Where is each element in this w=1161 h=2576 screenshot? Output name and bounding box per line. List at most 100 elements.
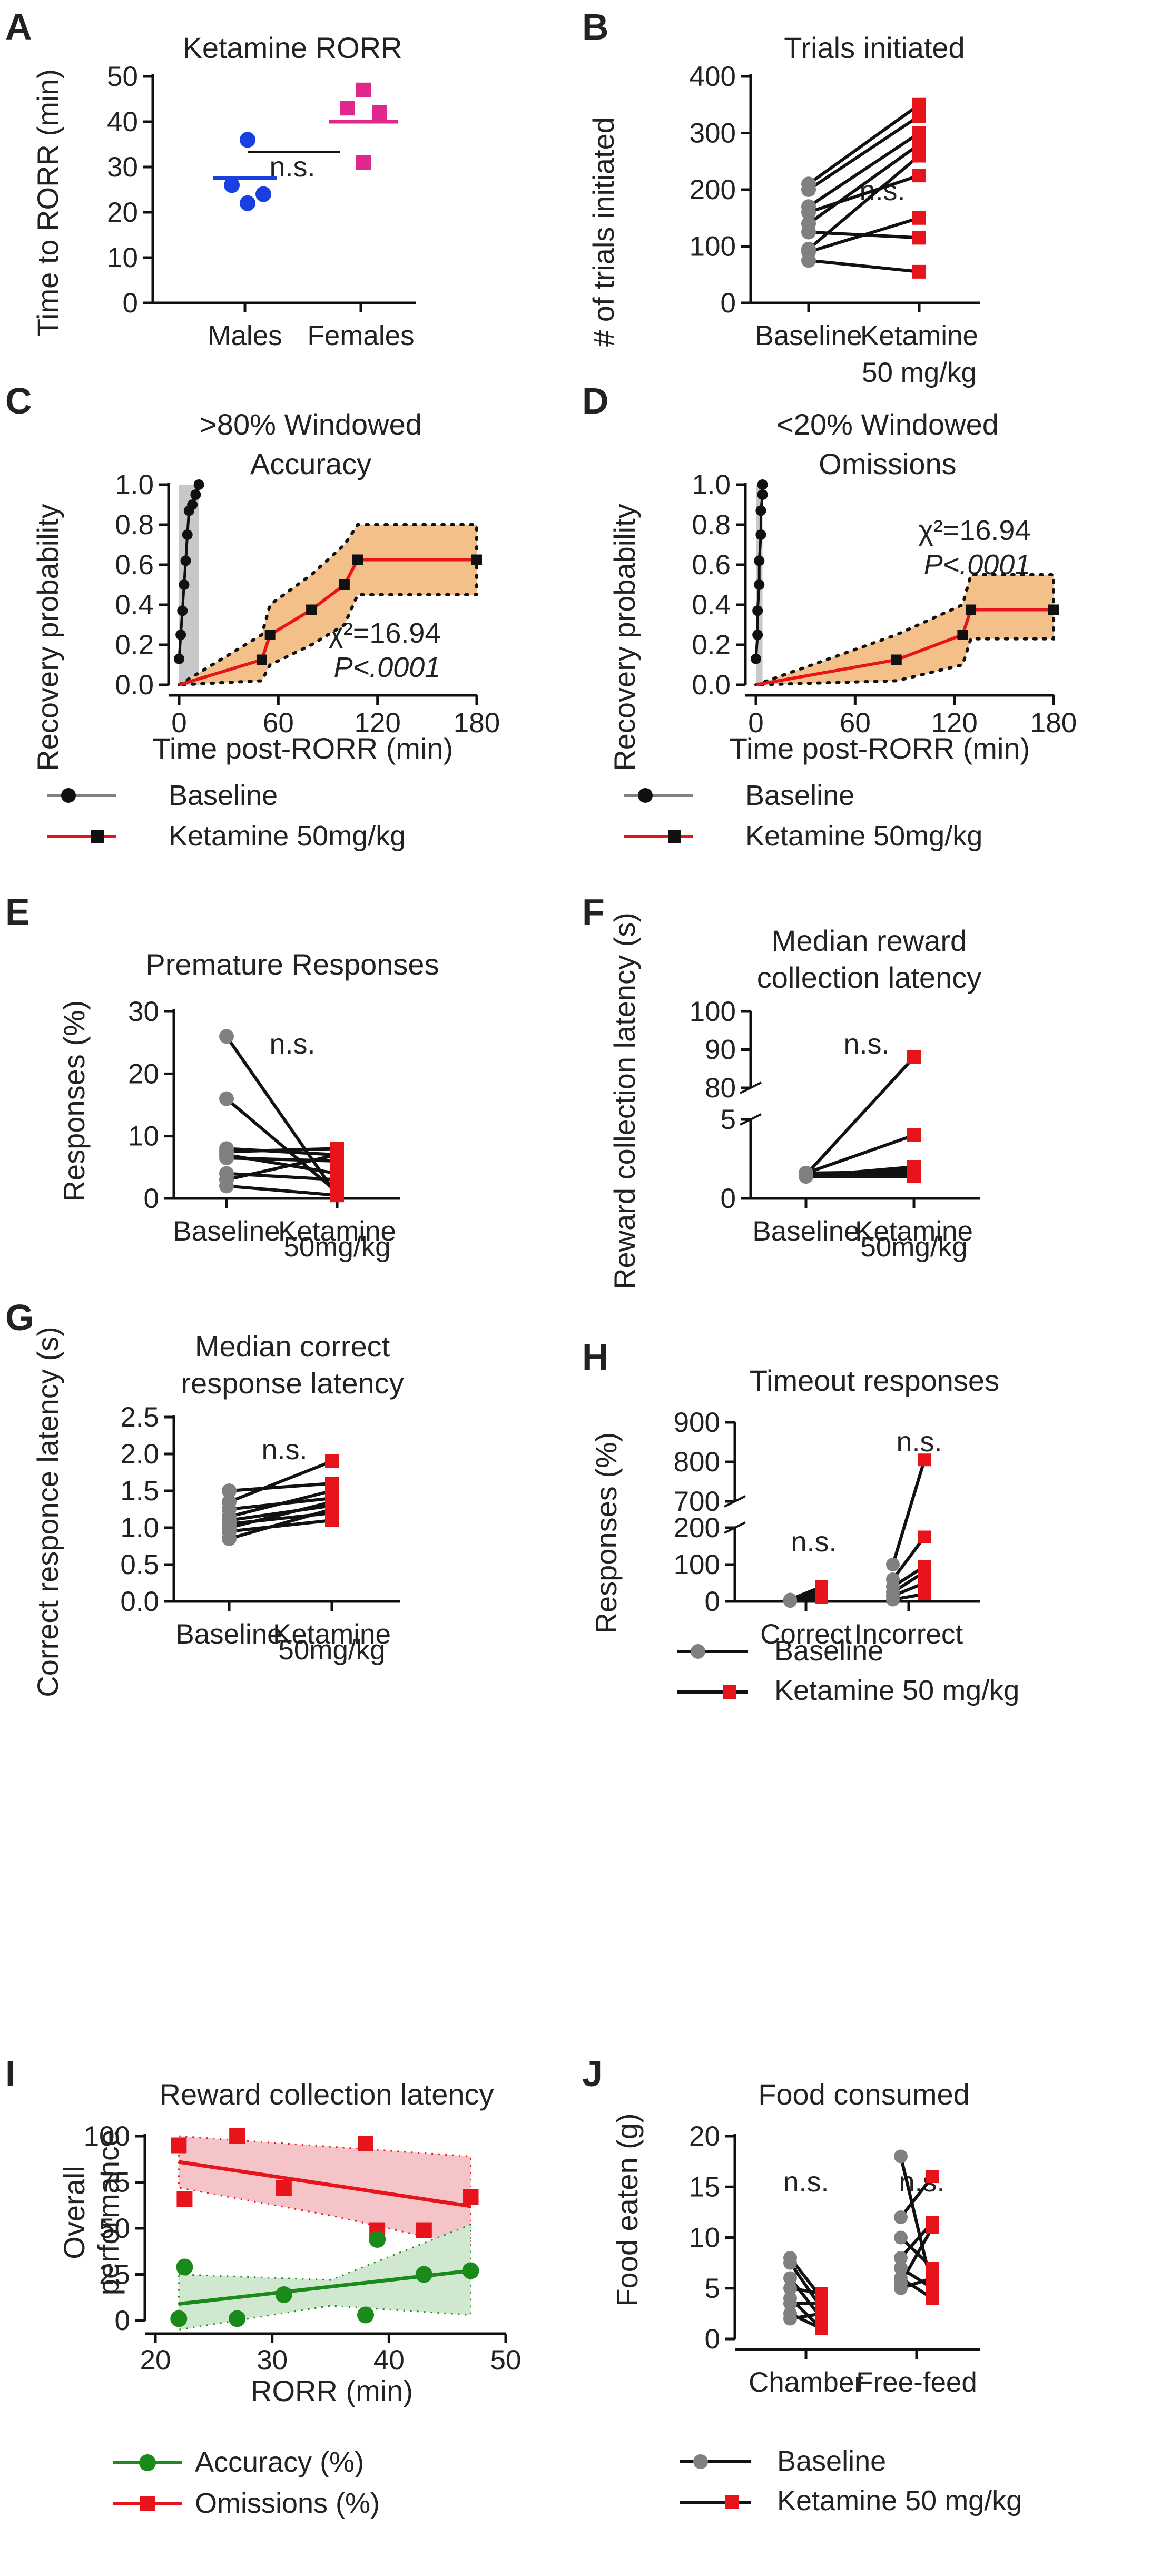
panel-a-y-tick-label: 30 [107,152,138,183]
panel-a-male-point [240,132,255,148]
panel-h-title: Timeout responses [750,1364,999,1397]
panel-b-x-tick-label: Baseline [755,320,862,351]
panel-c-stat2: P<.0001 [334,652,441,683]
panel-i-accuracy-point [415,2266,432,2283]
panel-j-legend-baseline-marker [693,2454,708,2469]
panel-c-legend-ketamine-marker [91,830,104,843]
panel-g-title2: response latency [181,1366,404,1400]
panel-j-x-tick-label: Chamber [749,2367,863,2398]
panel-a-male-point [240,195,255,211]
panel-d-y-tick-label: 0.8 [692,509,731,540]
panel-g-y-tick-label: 0.5 [120,1549,159,1580]
panel-letter-a: A [5,6,32,47]
panel-d-x-tick-label: 180 [1030,707,1077,739]
panel-f-pair-line [804,1056,916,1176]
panel-d-x-tick-label: 120 [931,707,977,739]
panel-f-title: Median reward [772,924,967,957]
panel-a-y-tick-label: 0 [123,288,138,319]
panel-i-x-tick-label: 30 [257,2345,288,2376]
panel-a-annotation: n.s. [269,151,315,183]
panel-i-omissions-ci-band [178,2135,471,2248]
panel-b-pair-line [808,132,920,208]
panel-g-pair-line [229,1482,332,1492]
panel-b-y-tick-label: 200 [690,174,736,205]
panel-letter-e: E [5,891,30,932]
panel-g-title: Median correct [195,1330,390,1363]
panel-c-x-tick-label: 180 [454,707,500,739]
panel-b-y-tick-label: 100 [690,231,736,262]
panel-h-y-tick-label: 0 [705,1586,720,1617]
panel-g-y-tick-label: 1.0 [120,1512,159,1543]
panel-b-pair-line [808,154,920,251]
panel-h-baseline-point [886,1558,900,1571]
panel-d-x-tick-label: 60 [840,707,871,739]
panel-g-pair-line [228,1460,333,1503]
panel-e-y-tick-label: 10 [128,1121,159,1152]
panel-g-cat-sub: 50mg/kg [278,1635,385,1666]
panel-f-ketamine-point [907,1050,921,1064]
panel-g-pair-line [229,1519,332,1533]
panel-b-baseline-point [801,182,816,197]
panel-d-baseline-point [754,555,765,566]
panel-i-x-tick-label: 20 [140,2345,171,2376]
panel-a-male-point [224,177,240,193]
panel-c-legend-baseline: Baseline [169,780,278,811]
panel-i-accuracy-point [275,2286,292,2303]
panel-e-y-tick-label: 30 [128,996,159,1027]
panel-j-legend-ketamine: Ketamine 50 mg/kg [777,2485,1022,2516]
panel-c-y-tick-label: 0.8 [115,509,154,540]
panel-g-y-tick-label: 0.0 [120,1586,159,1617]
panel-a-y-tick-label: 50 [107,61,138,92]
panel-c-x-tick-label: 120 [354,707,400,739]
panel-e-baseline-point [219,1178,234,1194]
panel-letter-b: B [582,6,609,47]
panel-d-x-tick-label: 0 [748,707,763,739]
panel-a-x-tick-label: Males [208,320,282,351]
panel-h-y-tick-label: 700 [674,1486,720,1517]
panel-i-x-tick-label: 40 [373,2345,405,2376]
panel-h-ylabel: Responses (%) [589,1432,623,1634]
panel-h-ketamine-point [815,1591,828,1604]
panel-h-x-tick-label: Correct [760,1619,852,1650]
panel-h-y-tick-label: 100 [674,1549,720,1580]
panel-c-baseline-point [175,630,186,640]
panel-c-ketamine-point [352,554,363,565]
panel-letter-d: D [582,380,609,421]
panel-j-baseline-point [894,2251,908,2265]
panel-d-baseline-point [757,489,768,500]
panel-f-pair-line [805,1134,914,1175]
panel-c-baseline-line [178,484,201,659]
panel-c-legend-baseline-marker [61,788,76,803]
panel-e-ketamine-point [330,1148,344,1162]
panel-a-y-tick-label: 10 [107,242,138,273]
panel-e-pair-line [225,1097,338,1194]
panel-letter-c: C [5,380,32,421]
panel-g-y-tick-label: 2.5 [120,1402,159,1433]
panel-f-ylabel: Reward collection latency (s) [608,912,641,1290]
panel-j-y-tick-label: 0 [705,2324,720,2355]
panel-g-ketamine-point [325,1502,339,1516]
panel-i-x-tick-label: 50 [490,2345,522,2376]
panel-g-x-tick-label: Ketamine [273,1619,391,1650]
panel-h-pair-line [891,1459,926,1565]
panel-f-y-tick-label: 80 [705,1073,736,1104]
panel-i-accuracy-point [462,2262,479,2279]
panel-i-y-tick-label: 0 [115,2305,130,2336]
panel-c-baseline-point [177,605,188,616]
panel-g-pair-line [229,1500,332,1529]
panel-e-x-tick-label: Baseline [173,1216,280,1247]
panel-d-y-tick-label: 0.6 [692,549,731,581]
panel-b-baseline-point [801,205,816,220]
panel-j-ketamine-point [815,2307,828,2320]
panel-d-ylabel: Recovery probability [608,504,641,771]
panel-g-ylabel: Correct responce latency (s) [31,1326,64,1697]
panel-d-ketamine-ci-band [755,573,1055,686]
panel-e-y-tick-label: 0 [144,1183,159,1214]
panel-b-ketamine-point [912,169,926,183]
panel-j-baseline-point [894,2210,908,2224]
panel-f-annotation: n.s. [843,1028,889,1060]
panel-i-y-tick-label: 25 [99,2259,130,2290]
panel-j-ketamine-point [926,2272,939,2285]
panel-j-baseline-point [894,2230,908,2245]
panel-d-legend-ketamine: Ketamine 50mg/kg [745,820,982,852]
